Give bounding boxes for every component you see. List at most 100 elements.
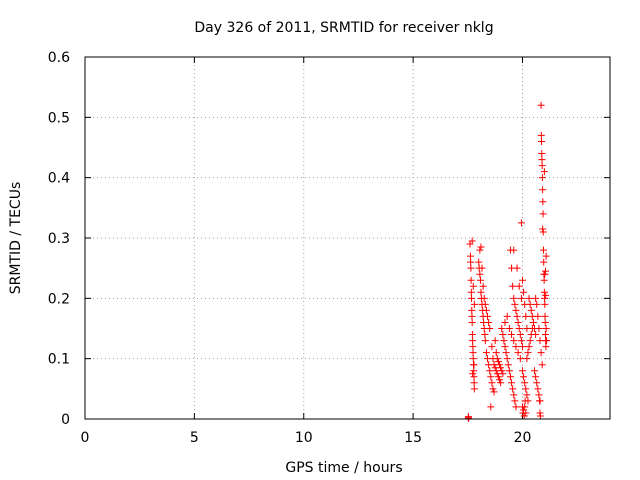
data-point [500, 337, 508, 345]
data-point [466, 252, 474, 260]
data-point [517, 219, 525, 227]
y-tick-label: 0.4 [48, 171, 70, 187]
data-point [468, 331, 476, 339]
data-point [538, 156, 546, 164]
data-point [512, 343, 520, 351]
data-point [533, 379, 541, 387]
data-point [470, 361, 478, 369]
data-point [526, 337, 534, 345]
data-point [526, 300, 534, 308]
data-point [509, 282, 517, 290]
data-point [524, 349, 532, 357]
data-point [476, 270, 484, 278]
data-point [539, 225, 547, 233]
data-point [512, 403, 520, 411]
data-point [486, 325, 494, 332]
data-point [467, 264, 475, 272]
data-point [514, 349, 522, 357]
data-point [534, 312, 542, 320]
data-point [479, 282, 487, 290]
data-point [501, 343, 509, 351]
data-point [488, 379, 496, 387]
data-point [481, 337, 489, 345]
data-point [498, 367, 506, 375]
data-point [485, 318, 493, 326]
data-point [470, 373, 478, 381]
data-point [504, 361, 512, 369]
data-point [510, 294, 518, 302]
data-point [542, 291, 550, 299]
data-point [494, 373, 502, 381]
data-point [538, 361, 546, 369]
data-point [537, 101, 545, 109]
y-axis-label: SRMTID / TECUs [8, 182, 24, 295]
data-point [490, 388, 498, 396]
data-point [497, 364, 505, 372]
data-point [523, 391, 531, 399]
data-point [523, 355, 531, 363]
grid-lines [85, 57, 610, 419]
data-point [540, 288, 548, 296]
data-point [476, 246, 484, 254]
data-point [510, 246, 518, 254]
data-point [520, 373, 528, 381]
data-point [481, 331, 489, 339]
data-point [520, 412, 528, 420]
data-point [541, 267, 549, 275]
data-point [531, 367, 539, 375]
data-point [516, 355, 524, 363]
data-point [499, 331, 507, 339]
data-point [511, 300, 519, 308]
data-point [481, 300, 489, 308]
data-point [539, 228, 547, 236]
data-point [537, 349, 545, 357]
data-point [496, 376, 504, 384]
data-point [522, 385, 530, 393]
data-point [527, 306, 535, 314]
data-points [464, 101, 551, 422]
data-point [468, 318, 476, 326]
data-point [502, 349, 510, 357]
data-point [488, 343, 496, 351]
data-point [520, 288, 528, 296]
y-tick-label: 0.1 [48, 352, 70, 368]
data-point [542, 325, 550, 332]
data-point [540, 168, 548, 176]
data-point [503, 355, 511, 363]
data-point [469, 337, 477, 345]
data-point [533, 300, 541, 308]
data-point [540, 258, 548, 266]
y-tick-label: 0.3 [48, 231, 70, 247]
data-point [541, 331, 549, 339]
data-point [470, 367, 478, 375]
data-point [517, 294, 525, 302]
data-point [514, 318, 522, 326]
data-point [480, 294, 488, 302]
data-point [539, 186, 547, 194]
data-point [509, 385, 517, 393]
data-point [503, 312, 511, 320]
data-point [467, 288, 475, 296]
data-point [508, 331, 516, 339]
data-point [477, 288, 485, 296]
data-point [521, 379, 529, 387]
data-point [541, 300, 549, 308]
data-point [468, 312, 476, 320]
x-tick-label: 20 [514, 430, 532, 446]
data-point [532, 373, 540, 381]
data-point [506, 373, 514, 381]
data-point [532, 294, 540, 302]
data-point [505, 325, 513, 332]
data-point [484, 312, 491, 320]
data-point [536, 412, 544, 420]
data-point [469, 282, 477, 290]
data-point [491, 337, 499, 345]
data-point [505, 367, 513, 375]
x-tick-label: 15 [404, 430, 422, 446]
data-point [529, 318, 537, 326]
data-point [524, 397, 532, 405]
data-point [541, 318, 549, 326]
data-point [541, 270, 549, 278]
data-point [499, 370, 507, 378]
data-point [470, 300, 478, 308]
